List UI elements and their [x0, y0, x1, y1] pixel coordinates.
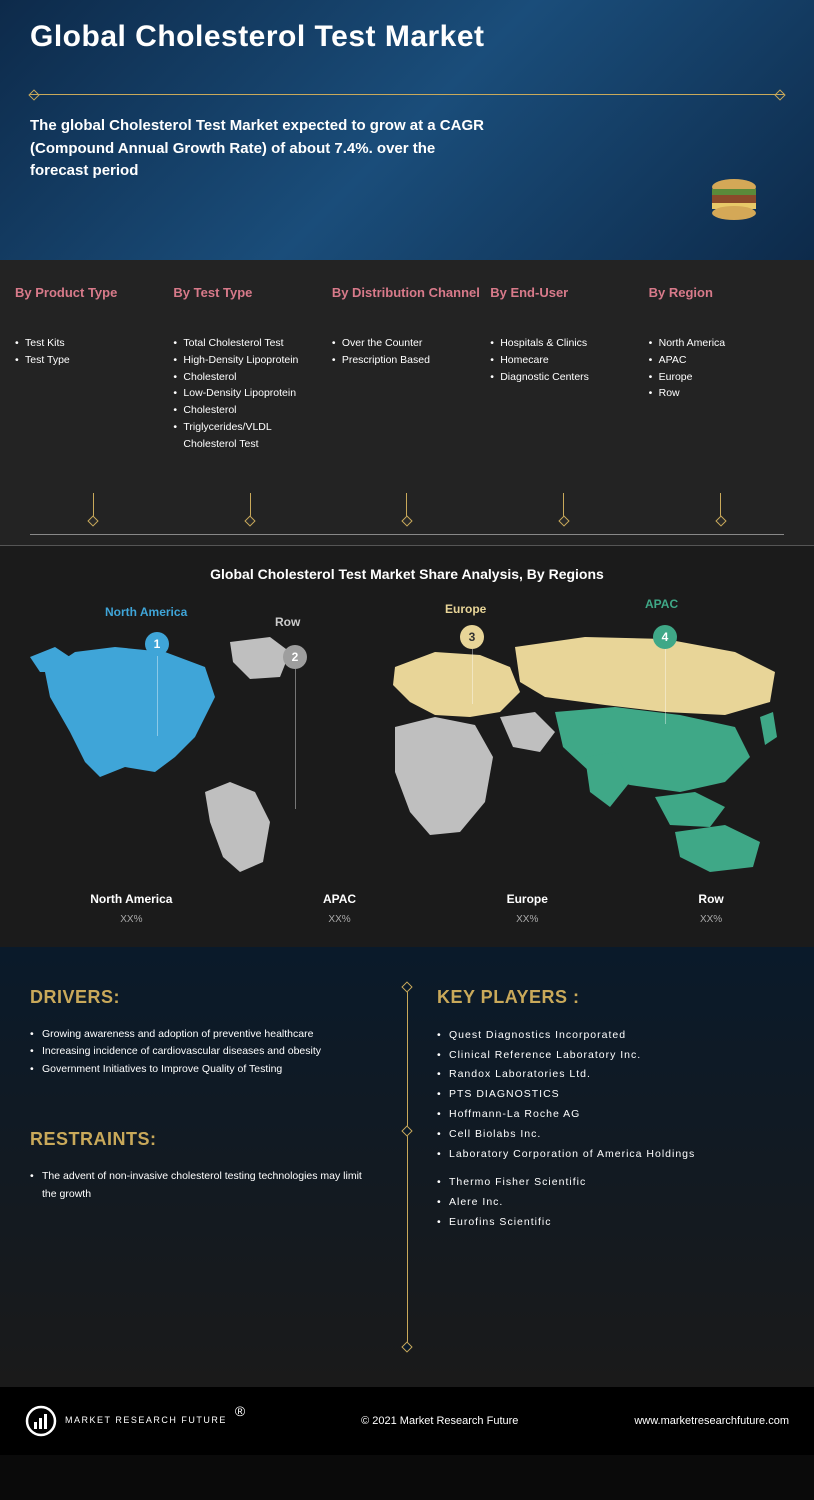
footer: MARKET RESEARCH FUTURE ® © 2021 Market R… — [0, 1387, 814, 1455]
segments-row: By Product Type Test Kits Test Type By T… — [0, 260, 814, 493]
segment-item: Row — [649, 385, 799, 402]
restraints-block: RESTRAINTS: The advent of non-invasive c… — [30, 1129, 377, 1204]
header-subtitle: The global Cholesterol Test Market expec… — [30, 115, 490, 183]
driver-item: Government Initiatives to Improve Qualit… — [30, 1061, 377, 1079]
player-item: Cell Biolabs Inc. — [437, 1125, 784, 1145]
header-section: Global Cholesterol Test Market The globa… — [0, 0, 814, 260]
drivers-title: DRIVERS: — [30, 987, 377, 1008]
key-players-list: Quest Diagnostics Incorporated Clinical … — [437, 1026, 784, 1233]
share-name: APAC — [323, 892, 356, 906]
footer-logo: MARKET RESEARCH FUTURE ® — [25, 1405, 245, 1437]
pin-line — [157, 656, 158, 736]
segment-title: By Product Type — [15, 285, 165, 317]
restraints-title: RESTRAINTS: — [30, 1129, 377, 1150]
page-title: Global Cholesterol Test Market — [30, 20, 784, 54]
segment-item: Cholesterol — [173, 402, 323, 419]
share-item: Row XX% — [698, 892, 723, 925]
header-divider — [30, 94, 784, 95]
diamond-icon — [401, 1341, 412, 1352]
segment-item: Total Cholesterol Test — [173, 335, 323, 352]
segment-item: Europe — [649, 369, 799, 386]
market-shares-row: North America XX% APAC XX% Europe XX% Ro… — [15, 882, 799, 925]
share-value: XX% — [90, 914, 172, 925]
world-map: North America 1 Row 2 Europe 3 APAC 4 — [15, 597, 799, 937]
bottom-right-column: KEY PLAYERS : Quest Diagnostics Incorpor… — [407, 987, 784, 1327]
restraint-item: The advent of non-invasive cholesterol t… — [30, 1168, 377, 1204]
segment-test-type: By Test Type Total Cholesterol Test High… — [173, 285, 323, 453]
region-badge-row: 2 — [283, 645, 307, 669]
restraints-list: The advent of non-invasive cholesterol t… — [30, 1168, 377, 1204]
segment-item: Triglycerides/VLDL Cholesterol Test — [173, 419, 323, 453]
pin-line — [295, 669, 296, 809]
footer-brand: MARKET RESEARCH FUTURE — [65, 1415, 227, 1426]
region-label-na: North America — [105, 605, 187, 619]
share-item: North America XX% — [90, 892, 172, 925]
registered-icon: ® — [235, 1403, 245, 1419]
player-item: Laboratory Corporation of America Holdin… — [437, 1145, 784, 1165]
segment-item: Over the Counter — [332, 335, 482, 352]
segment-item: APAC — [649, 352, 799, 369]
burger-illustration — [694, 175, 774, 230]
player-item: Thermo Fisher Scientific — [437, 1173, 784, 1193]
segment-title: By Distribution Channel — [332, 285, 482, 317]
region-badge-na: 1 — [145, 632, 169, 656]
segment-item: Homecare — [490, 352, 640, 369]
driver-item: Increasing incidence of cardiovascular d… — [30, 1043, 377, 1061]
segment-item: Test Type — [15, 352, 165, 369]
player-item: Eurofins Scientific — [437, 1213, 784, 1233]
player-item: Quest Diagnostics Incorporated — [437, 1026, 784, 1046]
share-name: North America — [90, 892, 172, 906]
map-title: Global Cholesterol Test Market Share Ana… — [15, 566, 799, 582]
footer-url: www.marketresearchfuture.com — [634, 1415, 789, 1427]
segment-title: By Region — [649, 285, 799, 317]
segment-distribution: By Distribution Channel Over the Counter… — [332, 285, 482, 453]
segment-item: North America — [649, 335, 799, 352]
segment-title: By End-User — [490, 285, 640, 317]
center-divider — [407, 987, 408, 1347]
segment-item: Hospitals & Clinics — [490, 335, 640, 352]
segment-item: Test Kits — [15, 335, 165, 352]
segment-region: By Region North America APAC Europe Row — [649, 285, 799, 453]
player-item: Clinical Reference Laboratory Inc. — [437, 1046, 784, 1066]
pin-connector-row — [0, 493, 814, 546]
segment-item: Prescription Based — [332, 352, 482, 369]
driver-item: Growing awareness and adoption of preven… — [30, 1026, 377, 1044]
share-value: XX% — [323, 914, 356, 925]
segment-item: Cholesterol — [173, 369, 323, 386]
share-name: Europe — [507, 892, 548, 906]
player-item: Randox Laboratories Ltd. — [437, 1065, 784, 1085]
player-item: Hoffmann-La Roche AG — [437, 1105, 784, 1125]
logo-icon — [25, 1405, 57, 1437]
share-value: XX% — [698, 914, 723, 925]
share-name: Row — [698, 892, 723, 906]
pin-line — [472, 649, 473, 704]
region-badge-apac: 4 — [653, 625, 677, 649]
world-map-svg — [15, 597, 799, 877]
segment-end-user: By End-User Hospitals & Clinics Homecare… — [490, 285, 640, 453]
segment-item: High-Density Lipoprotein — [173, 352, 323, 369]
share-item: APAC XX% — [323, 892, 356, 925]
bottom-left-column: DRIVERS: Growing awareness and adoption … — [30, 987, 407, 1327]
region-label-eu: Europe — [445, 602, 486, 616]
region-badge-eu: 3 — [460, 625, 484, 649]
segment-item: Low-Density Lipoprotein — [173, 385, 323, 402]
region-label-apac: APAC — [645, 597, 678, 611]
footer-copyright: © 2021 Market Research Future — [361, 1415, 518, 1427]
map-section: Global Cholesterol Test Market Share Ana… — [0, 546, 814, 947]
segment-title: By Test Type — [173, 285, 323, 317]
share-value: XX% — [507, 914, 548, 925]
key-players-title: KEY PLAYERS : — [437, 987, 784, 1008]
drivers-list: Growing awareness and adoption of preven… — [30, 1026, 377, 1080]
bottom-section: DRIVERS: Growing awareness and adoption … — [0, 947, 814, 1387]
share-item: Europe XX% — [507, 892, 548, 925]
segment-product-type: By Product Type Test Kits Test Type — [15, 285, 165, 453]
region-label-row: Row — [275, 615, 300, 629]
player-item: PTS DIAGNOSTICS — [437, 1085, 784, 1105]
player-item: Alere Inc. — [437, 1193, 784, 1213]
pin-line — [665, 649, 666, 724]
segment-item: Diagnostic Centers — [490, 369, 640, 386]
